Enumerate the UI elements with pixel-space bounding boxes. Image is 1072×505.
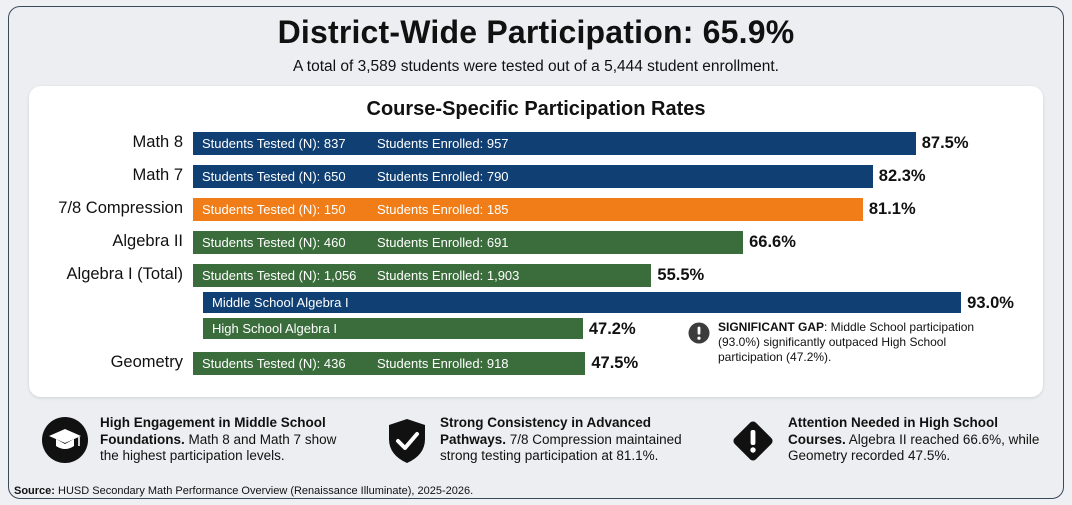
bar-enrolled-label: Students Enrolled: 691: [377, 235, 509, 250]
value-label-geometry: 47.5%: [591, 354, 639, 372]
source-text: HUSD Secondary Math Performance Overview…: [54, 485, 474, 497]
bar-geometry: Students Tested (N): 436 Students Enrolle…: [193, 352, 586, 375]
category-label-algebra-ii: Algebra II: [112, 232, 183, 250]
bar-high-school-algebra-i: High School Algebra I: [203, 318, 583, 339]
bar-enrolled-label: Students Enrolled: 1,903: [377, 268, 520, 283]
page-title: District-Wide Participation: 65.9%: [277, 14, 795, 50]
bar-tested-label: Students Tested (N): 460: [202, 235, 346, 250]
value-label-high-school-algebra-i: 47.2%: [588, 320, 636, 338]
value-label-7-8-compression: 81.1%: [868, 200, 916, 218]
warning-diamond-icon: [733, 421, 773, 461]
callout-bold: SIGNIFICANT GAP: [718, 320, 825, 334]
page-subtitle: A total of 3,589 students were tested ou…: [293, 58, 779, 75]
insight-body: 7/8 Compression maintained strong testin…: [440, 431, 682, 464]
bar-tested-label: Students Tested (N): 150: [202, 202, 346, 217]
bar-sublabel: High School Algebra I: [212, 321, 338, 336]
bar-tested-label: Students Tested (N): 650: [202, 169, 346, 184]
insight-text: Attention Needed in High School Courses.…: [788, 415, 1043, 465]
category-label-math-7: Math 7: [132, 166, 183, 184]
bar-math-8: Students Tested (N): 837 Students Enrolle…: [193, 132, 916, 155]
bar-math-7: Students Tested (N): 650 Students Enrolle…: [193, 165, 873, 188]
insight-body: Algebra II reached 66.6%, while Geometry…: [788, 431, 1040, 464]
bar-7-8-compression: Students Tested (N): 150 Students Enrolle…: [193, 198, 863, 221]
bar-enrolled-label: Students Enrolled: 790: [377, 169, 509, 184]
bar-middle-school-algebra-i: Middle School Algebra I: [203, 292, 962, 313]
source-label: Source:: [14, 485, 55, 497]
insight-text: High Engagement in Middle School Foundat…: [100, 415, 355, 465]
bar-enrolled-label: Students Enrolled: 957: [377, 136, 509, 151]
chart-title: Course-Specific Participation Rates: [366, 98, 706, 120]
category-label-7-8-compression: 7/8 Compression: [58, 199, 183, 217]
category-label-algebra-i-total: Algebra I (Total): [66, 265, 183, 283]
insight-bold: Strong Consistency in Advanced Pathways.: [440, 415, 652, 447]
shield-check-icon: [389, 419, 425, 463]
bar-tested-label: Students Tested (N): 1,056: [202, 268, 357, 283]
value-label-algebra-ii: 66.6%: [749, 233, 796, 251]
value-label-middle-school-algebra-i: 93.0%: [967, 294, 1014, 312]
insight-bold: Attention Needed in High School Courses.: [788, 415, 998, 447]
bar-tested-label: Students Tested (N): 436: [202, 356, 346, 371]
insight-body: Math 8 and Math 7 show the highest parti…: [100, 431, 337, 464]
graduation-cap-icon: [42, 417, 88, 463]
category-label-math-8: Math 8: [132, 133, 183, 151]
bar-enrolled-label: Students Enrolled: 918: [377, 356, 509, 371]
source-note: Source: HUSD Secondary Math Performance …: [14, 485, 473, 497]
bar-sublabel: Middle School Algebra I: [212, 295, 349, 310]
insight-text: Strong Consistency in Advanced Pathways.…: [440, 415, 700, 465]
bar-algebra-ii: Students Tested (N): 460 Students Enrolle…: [193, 231, 744, 254]
value-label-math-7: 82.3%: [878, 167, 926, 185]
exclamation-circle-icon: [688, 322, 710, 344]
callout-text: SIGNIFICANT GAP: Middle School participa…: [718, 320, 978, 365]
bar-enrolled-label: Students Enrolled: 185: [377, 202, 509, 217]
category-label-geometry: Geometry: [110, 353, 183, 371]
insight-bold: High Engagement in Middle School Foundat…: [100, 415, 326, 447]
value-label-math-8: 87.5%: [921, 134, 969, 152]
bar-algebra-i-total: Students Tested (N): 1,056 Students Enrol…: [193, 264, 652, 287]
value-label-algebra-i-total: 55.5%: [657, 266, 705, 284]
callout-body: : Middle School participation (93.0%) si…: [718, 320, 975, 364]
bar-tested-label: Students Tested (N): 837: [202, 136, 346, 151]
